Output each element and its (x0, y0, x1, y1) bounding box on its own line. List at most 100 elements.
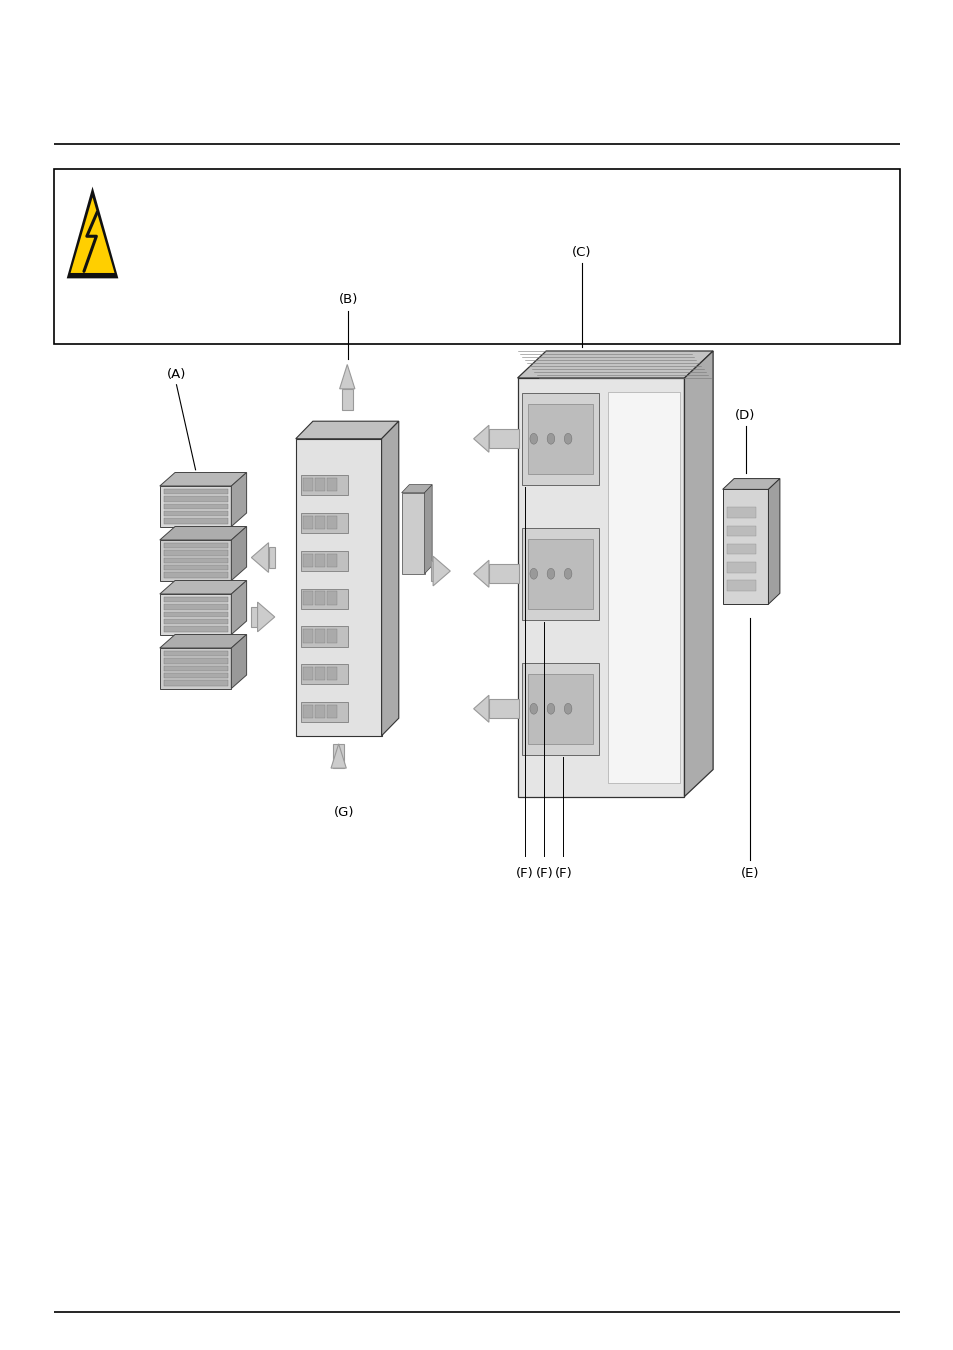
Bar (159, 540, 231, 580)
Circle shape (546, 703, 555, 714)
Text: (F): (F) (535, 867, 553, 880)
Bar (163, 605, 227, 610)
Polygon shape (231, 526, 246, 580)
Bar (300, 551, 347, 571)
Polygon shape (473, 560, 488, 587)
Polygon shape (231, 580, 246, 634)
Bar (488, 564, 518, 583)
Bar (314, 705, 324, 718)
Bar (327, 554, 336, 567)
Bar (303, 516, 313, 529)
Bar (726, 580, 755, 591)
Circle shape (529, 433, 537, 444)
Bar (252, 606, 257, 628)
Bar (159, 594, 231, 634)
Bar (300, 626, 347, 647)
Bar (327, 516, 336, 529)
Text: (G): (G) (334, 806, 355, 819)
Bar (527, 539, 592, 609)
Bar (159, 486, 231, 526)
Polygon shape (159, 526, 246, 540)
Circle shape (546, 433, 555, 444)
Bar (726, 544, 755, 555)
Polygon shape (401, 485, 432, 493)
Bar (54, 169, 899, 344)
Circle shape (563, 568, 572, 579)
Text: (F): (F) (516, 867, 534, 880)
Bar (163, 620, 227, 625)
Polygon shape (722, 479, 780, 490)
Bar (314, 554, 324, 567)
Bar (327, 591, 336, 605)
Bar (722, 490, 768, 605)
Polygon shape (67, 186, 118, 278)
Bar (527, 674, 592, 744)
Bar (522, 393, 598, 485)
Bar (163, 572, 227, 578)
Text: (D): (D) (735, 409, 755, 421)
Polygon shape (252, 543, 269, 572)
Bar (401, 493, 424, 574)
Bar (163, 497, 227, 502)
Bar (163, 566, 227, 571)
Bar (488, 699, 518, 718)
Polygon shape (683, 351, 713, 796)
Bar (163, 674, 227, 679)
Bar (314, 591, 324, 605)
Polygon shape (231, 634, 246, 688)
Polygon shape (159, 580, 246, 594)
Text: (B): (B) (338, 293, 357, 306)
Polygon shape (71, 197, 114, 273)
Bar (314, 478, 324, 491)
Bar (517, 378, 684, 796)
Polygon shape (473, 695, 488, 722)
Bar (163, 504, 227, 509)
Bar (163, 512, 227, 517)
Bar (527, 404, 592, 474)
Bar (314, 667, 324, 680)
Bar (300, 664, 347, 684)
Bar (607, 392, 679, 783)
Bar (327, 478, 336, 491)
Circle shape (529, 568, 537, 579)
Bar (327, 629, 336, 643)
Circle shape (546, 568, 555, 579)
Text: (A): (A) (167, 367, 186, 381)
Bar (303, 478, 313, 491)
Bar (163, 659, 227, 664)
Text: (E): (E) (740, 867, 759, 880)
Bar (431, 560, 433, 582)
Bar (341, 389, 353, 410)
Bar (269, 547, 274, 568)
Bar (159, 648, 231, 688)
Bar (163, 626, 227, 632)
Bar (163, 597, 227, 602)
Bar (303, 554, 313, 567)
Polygon shape (159, 472, 246, 486)
Bar (300, 702, 347, 722)
Polygon shape (339, 364, 355, 389)
Bar (303, 667, 313, 680)
Circle shape (529, 703, 537, 714)
Bar (303, 591, 313, 605)
Bar (488, 429, 518, 448)
Bar (163, 666, 227, 671)
Bar (163, 651, 227, 656)
Polygon shape (768, 479, 780, 605)
Polygon shape (331, 744, 346, 768)
Bar (300, 475, 347, 495)
Bar (522, 528, 598, 620)
Bar (314, 516, 324, 529)
Polygon shape (231, 472, 246, 526)
Circle shape (563, 703, 572, 714)
Text: (F): (F) (554, 867, 572, 880)
Bar (726, 562, 755, 572)
Polygon shape (257, 602, 274, 632)
Bar (327, 667, 336, 680)
Bar (300, 589, 347, 609)
Bar (333, 744, 344, 768)
Polygon shape (424, 485, 432, 574)
Polygon shape (517, 351, 713, 378)
Bar (327, 705, 336, 718)
Bar (303, 705, 313, 718)
